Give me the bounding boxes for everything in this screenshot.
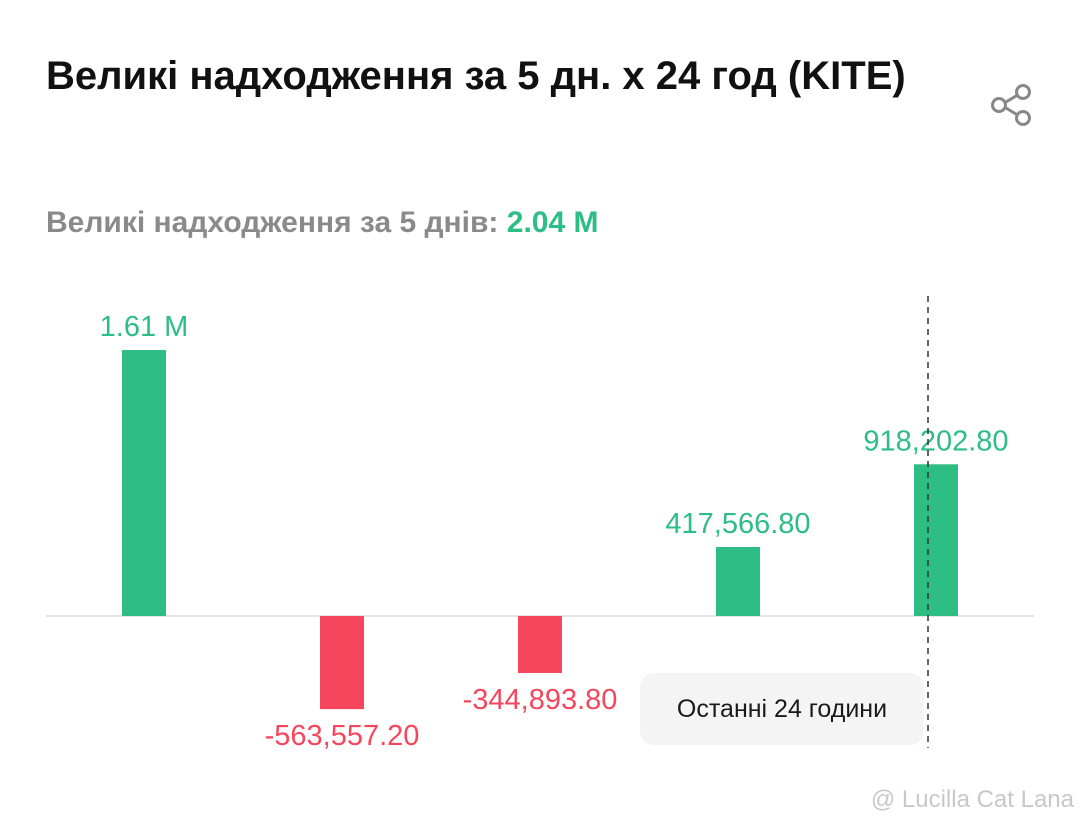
bar-4[interactable] — [716, 547, 760, 616]
summary-label: Великі надходження за 5 днів: — [46, 206, 499, 239]
bar-1[interactable] — [122, 350, 166, 616]
bar-5[interactable] — [914, 464, 958, 616]
last-24-hours-tooltip: Останні 24 години — [640, 673, 924, 745]
bar-label-4: 417,566.80 — [665, 508, 810, 540]
share-icon[interactable] — [988, 82, 1034, 128]
summary-line: Великі надходження за 5 днів: 2.04 M — [46, 206, 598, 240]
inflow-bar-chart: 1.61 M -563,557.20 -344,893.80 417,566.80 91… — [46, 296, 1034, 752]
summary-value: 2.04 M — [506, 206, 599, 239]
bar-label-3: -344,893.80 — [463, 684, 618, 716]
tooltip-label: Останні 24 години — [676, 694, 888, 723]
bar-label-1: 1.61 M — [100, 311, 189, 343]
bar-label-5: 918,202.80 — [863, 425, 1008, 457]
watermark: @ Lucilla Cat Lana — [870, 786, 1074, 813]
bar-label-2: -563,557.20 — [265, 720, 420, 752]
bar-2[interactable] — [320, 616, 364, 710]
bar-3[interactable] — [518, 616, 562, 673]
page-title: Великі надходження за 5 дн. x 24 год (KI… — [46, 54, 906, 98]
